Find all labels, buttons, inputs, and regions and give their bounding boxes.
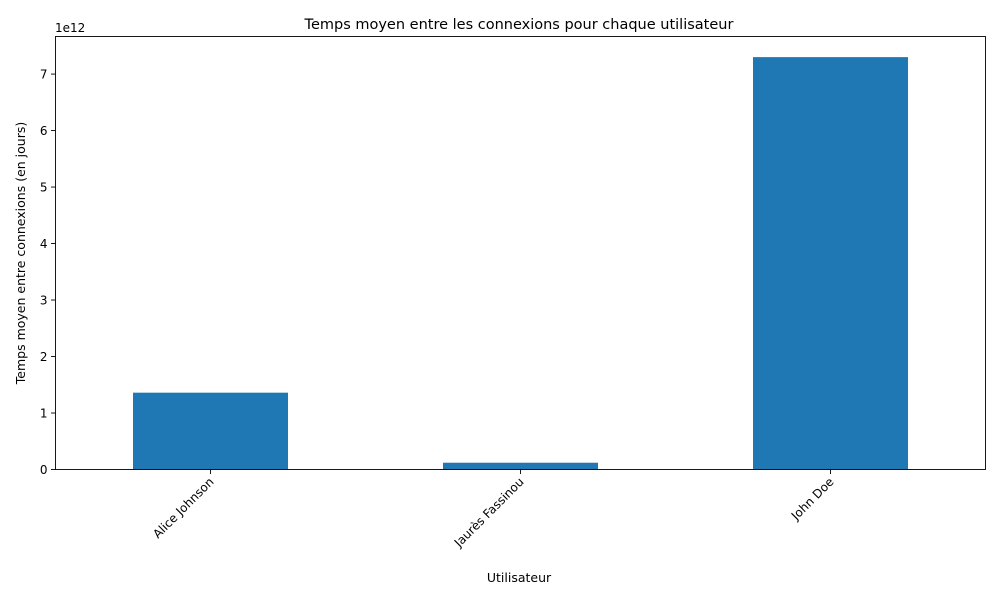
bar-jaur-s-fassinou	[443, 462, 598, 470]
y-tick-label: 5	[40, 181, 48, 195]
plot-frame	[55, 36, 986, 470]
y-axis-label: Temps moyen entre connexions (en jours)	[13, 122, 28, 385]
y-tick-label: 7	[40, 68, 48, 82]
y-tick-label: 3	[40, 294, 48, 308]
y-tick-label: 6	[40, 124, 48, 138]
x-axis-label: Utilisateur	[487, 570, 552, 585]
y-axis-offset-label: 1e12	[55, 21, 85, 35]
y-tick-label: 1	[40, 407, 48, 421]
bar-john-doe	[753, 57, 908, 470]
y-tick-label: 4	[40, 237, 48, 251]
y-tick-label: 0	[40, 463, 48, 477]
bars-layer	[133, 57, 908, 470]
y-axis-ticks: 0 1 2 3 4 5 6 7	[40, 68, 56, 477]
y-tick-label: 2	[40, 350, 48, 364]
bar-alice-johnson	[133, 392, 288, 470]
chart-title: Temps moyen entre les connexions pour ch…	[304, 17, 734, 33]
